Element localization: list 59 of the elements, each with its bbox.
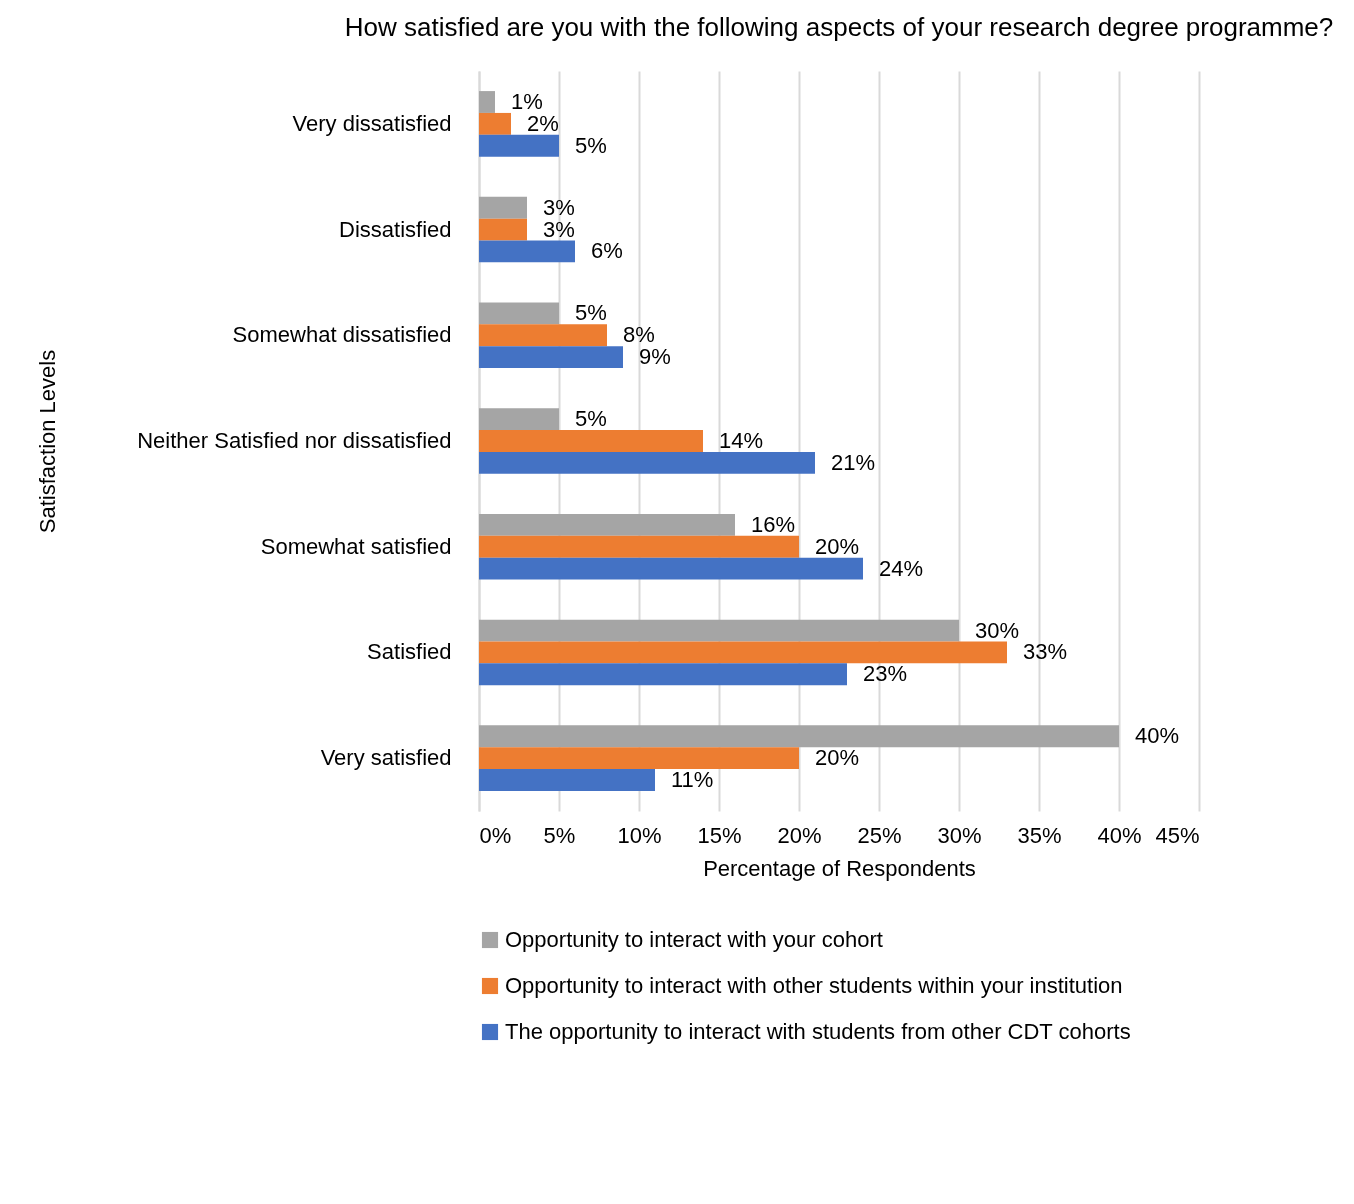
data-label: 5% xyxy=(575,406,607,432)
chart-title: How satisfied are you with the following aspects of your research degree programme? xyxy=(344,12,1334,42)
bar xyxy=(479,408,559,431)
data-label: 40% xyxy=(1135,723,1180,749)
bar xyxy=(479,240,575,263)
data-label: 24% xyxy=(879,555,924,581)
y-tick-label: Dissatisfied xyxy=(339,216,452,242)
data-label: 6% xyxy=(591,238,623,264)
data-label: 11% xyxy=(671,766,714,792)
legend-label: Opportunity to interact with other students within your institution xyxy=(505,973,1123,998)
bar xyxy=(479,218,527,241)
x-tick-label: 5% xyxy=(543,822,576,848)
bar xyxy=(479,196,527,219)
y-tick-label: Somewhat satisfied xyxy=(260,533,452,559)
x-tick-label: 0% xyxy=(479,822,512,848)
data-label: 30% xyxy=(975,617,1020,643)
bar xyxy=(479,557,863,580)
data-label: 33% xyxy=(1023,639,1068,665)
x-tick-label: 45% xyxy=(1155,822,1200,848)
x-tick-label: 40% xyxy=(1097,822,1142,848)
bar xyxy=(479,451,815,474)
y-tick-label: Very dissatisfied xyxy=(292,110,452,136)
bar xyxy=(479,619,959,642)
y-tick-label: Very satisfied xyxy=(320,745,452,771)
bar xyxy=(479,430,703,452)
data-label: 5% xyxy=(575,132,607,158)
data-label: 20% xyxy=(815,533,860,559)
x-axis-title: Percentage of Respondents xyxy=(703,855,976,881)
bar xyxy=(479,725,1119,748)
bar xyxy=(479,324,607,347)
bar xyxy=(479,535,799,558)
bar xyxy=(479,641,1007,664)
data-label: 14% xyxy=(719,428,764,453)
bar xyxy=(479,513,735,536)
x-tick-label: 20% xyxy=(777,822,822,848)
legend-label: Opportunity to interact with your cohort xyxy=(505,927,883,952)
bar xyxy=(479,663,847,686)
y-axis-title: Satisfaction Levels xyxy=(34,349,60,534)
data-label: 20% xyxy=(815,745,860,771)
bar xyxy=(479,769,655,791)
legend-label: The opportunity to interact with students from other CDT cohorts xyxy=(505,1019,1131,1044)
x-tick-label: 25% xyxy=(857,822,902,848)
bar xyxy=(479,302,559,325)
bar xyxy=(479,747,799,770)
bar xyxy=(479,346,623,369)
x-tick-label: 35% xyxy=(1017,822,1062,848)
data-label: 21% xyxy=(831,449,876,475)
data-label: 16% xyxy=(751,511,796,537)
bar xyxy=(479,112,511,135)
y-tick-label: Neither Satisfied nor dissatisfied xyxy=(137,428,452,453)
x-tick-label: 30% xyxy=(937,822,982,848)
data-label: 23% xyxy=(863,661,908,687)
x-tick-label: 10% xyxy=(617,822,662,848)
bar xyxy=(479,134,559,157)
y-tick-label: Satisfied xyxy=(367,639,452,665)
x-tick-label: 15% xyxy=(697,822,742,848)
y-tick-label: Somewhat dissatisfied xyxy=(232,322,452,348)
bar xyxy=(479,91,495,113)
data-label: 5% xyxy=(575,300,607,326)
